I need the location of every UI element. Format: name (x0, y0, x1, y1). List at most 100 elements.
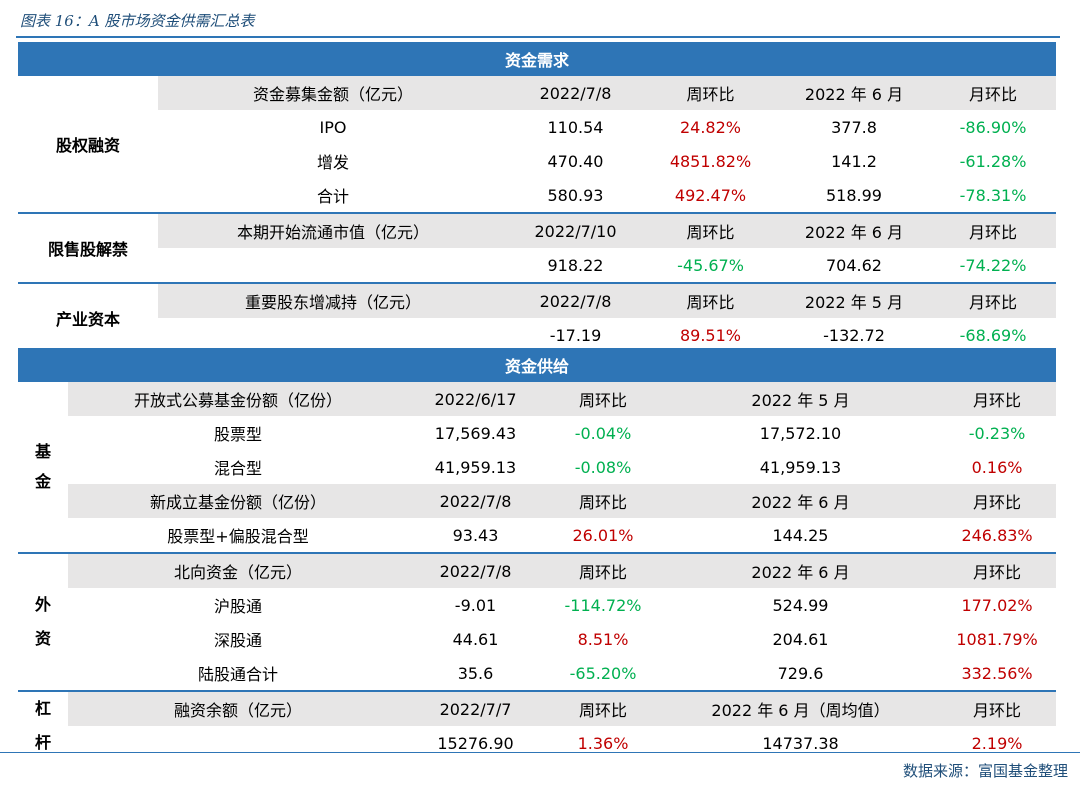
mom-cell: -0.23% (968, 423, 1026, 443)
fund-header-row: 基 金 开放式公募基金份额（亿份） 2022/6/17 周环比 2022 年 5… (18, 382, 1057, 491)
wow-cell: 8.51% (577, 629, 629, 649)
value-cell: 377.8 (831, 117, 877, 137)
mom-cell: -68.69% (959, 325, 1027, 345)
value-cell: -9.01 (454, 595, 497, 615)
header-cell: 北向资金（亿元） (68, 552, 408, 588)
mom-cell: -74.22% (959, 255, 1027, 275)
row-label: 沪股通 (213, 597, 262, 616)
foreign-category: 外 资 (18, 552, 68, 691)
header-cell: 2022/7/8 (408, 484, 543, 518)
equity-header-row: 股权融资 资金募集金额（亿元） 2022/7/8 周环比 2022 年 6 月 … (18, 76, 1057, 213)
mom-cell: -86.90% (959, 117, 1027, 137)
header-cell: 周环比 (643, 76, 778, 110)
value-cell: 44.61 (452, 629, 499, 649)
row-label (158, 318, 508, 352)
wow-cell: 1.36% (577, 733, 629, 753)
header-cell: 月环比 (938, 382, 1057, 416)
value-cell: 110.54 (547, 117, 604, 137)
equity-category: 股权融资 (18, 76, 158, 213)
fund-category: 基 金 (18, 382, 68, 553)
value-cell: 524.99 (772, 595, 829, 615)
category-char: 外 (34, 595, 51, 614)
wow-cell: 24.82% (679, 117, 741, 137)
header-cell: 周环比 (543, 552, 663, 588)
value-cell: 204.61 (772, 629, 829, 649)
value-cell: 518.99 (826, 185, 882, 205)
wow-cell: 492.47% (674, 185, 747, 205)
header-cell: 2022 年 6 月（周均值） (663, 690, 938, 726)
industrial-category: 产业资本 (18, 282, 158, 352)
demand-section-label: 资金需求 (18, 42, 1057, 76)
header-cell: 周环比 (643, 212, 778, 248)
value-cell: 17,569.43 (434, 423, 517, 443)
category-char: 金 (34, 472, 51, 491)
value-cell: 470.40 (547, 151, 604, 171)
row-label: 合计 (316, 187, 349, 206)
header-cell: 月环比 (938, 484, 1057, 518)
mom-cell: 1081.79% (956, 629, 1038, 649)
mom-cell: 177.02% (961, 595, 1033, 615)
value-cell: 17,572.10 (759, 423, 842, 443)
supply-section-header: 资金供给 (18, 348, 1057, 382)
header-cell: 2022 年 6 月 (663, 552, 938, 588)
wow-cell: 4851.82% (669, 151, 752, 171)
header-cell: 本期开始流通市值（亿元） (158, 212, 508, 248)
header-cell: 2022 年 6 月 (778, 212, 930, 248)
value-cell: 35.6 (457, 663, 494, 683)
header-cell: 月环比 (938, 690, 1057, 726)
header-cell: 重要股东增减持（亿元） (158, 282, 508, 318)
header-cell: 周环比 (543, 382, 663, 416)
table-row: 合计 580.93 492.47% 518.99 -78.31% (18, 178, 1056, 213)
wow-cell: -114.72% (564, 595, 642, 615)
header-cell: 月环比 (930, 212, 1057, 248)
row-label: 深股通 (213, 631, 262, 650)
wow-cell: -0.04% (574, 423, 632, 443)
header-cell: 2022/7/8 (508, 282, 643, 318)
data-source: 数据来源：富国基金整理 (902, 762, 1068, 780)
table-row: 增发 470.40 4851.82% 141.2 -61.28% (18, 144, 1056, 178)
table-row: -17.19 89.51% -132.72 -68.69% (18, 318, 1056, 352)
header-cell: 开放式公募基金份额（亿份） (68, 382, 408, 416)
demand-section-header: 资金需求 (18, 42, 1057, 76)
wow-cell: 26.01% (572, 525, 634, 545)
wow-cell: 89.51% (679, 325, 741, 345)
mom-cell: -61.28% (959, 151, 1027, 171)
header-cell: 2022/7/8 (408, 552, 543, 588)
demand-table: 资金需求 股权融资 资金募集金额（亿元） 2022/7/8 周环比 2022 年… (18, 42, 1057, 352)
value-cell: 144.25 (772, 525, 829, 545)
mom-cell: 246.83% (961, 525, 1033, 545)
mom-cell: 332.56% (961, 663, 1033, 683)
header-cell: 月环比 (938, 552, 1057, 588)
value-cell: 41,959.13 (759, 457, 842, 477)
mom-cell: -78.31% (959, 185, 1027, 205)
table-row: IPO 110.54 24.82% 377.8 -86.90% (18, 110, 1056, 144)
value-cell: 141.2 (831, 151, 877, 171)
figure-title-bar: 图表 16：A 股市场资金供需汇总表 (16, 0, 1060, 38)
table-row: 沪股通 -9.01 -114.72% 524.99 177.02% (18, 588, 1056, 622)
header-cell: 资金募集金额（亿元） (158, 76, 508, 110)
value-cell: 729.6 (777, 663, 824, 683)
value-cell: 918.22 (547, 255, 604, 275)
category-char: 杠 (34, 699, 51, 718)
row-label: 股票型+偏股混合型 (167, 527, 309, 546)
value-cell: 93.43 (452, 525, 499, 545)
mom-cell: 0.16% (971, 457, 1023, 477)
header-cell: 2022 年 5 月 (663, 382, 938, 416)
row-label: IPO (319, 117, 347, 137)
header-cell: 2022 年 6 月 (663, 484, 938, 518)
value-cell: 704.62 (826, 255, 882, 275)
table-row: 陆股通合计 35.6 -65.20% 729.6 332.56% (18, 656, 1056, 691)
wow-cell: -65.20% (569, 663, 637, 683)
table-row: 股票型 17,569.43 -0.04% 17,572.10 -0.23% (18, 416, 1056, 450)
header-cell: 月环比 (930, 282, 1057, 318)
header-cell: 周环比 (643, 282, 778, 318)
wow-cell: -45.67% (677, 255, 744, 275)
row-label: 股票型 (213, 425, 262, 444)
table-row: 15276.90 1.36% 14737.38 2.19% (18, 726, 1056, 760)
header-cell: 2022 年 5 月 (778, 282, 930, 318)
leverage-category: 杠 杆 (18, 690, 68, 760)
row-label (68, 726, 408, 760)
header-cell: 2022/7/8 (508, 76, 643, 110)
header-cell: 融资余额（亿元） (68, 690, 408, 726)
